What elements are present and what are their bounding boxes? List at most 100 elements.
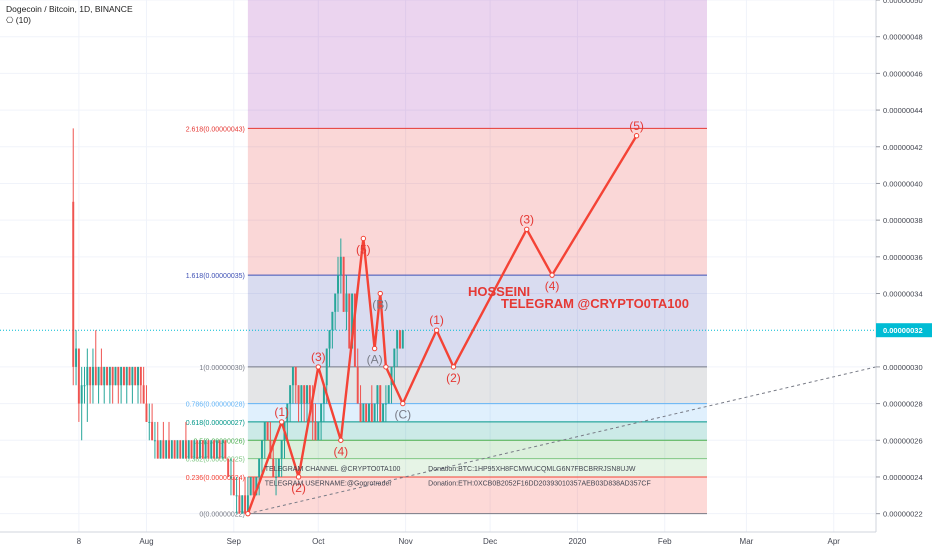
y-tick-label: 0.00000040 (883, 179, 923, 188)
candle-body (260, 440, 263, 459)
candle-body (86, 366, 89, 386)
candle-body (215, 440, 218, 459)
candle-body (83, 385, 86, 387)
candle-body (266, 421, 269, 441)
candle-body (334, 293, 337, 312)
candle-body (356, 366, 359, 404)
candle-body (108, 366, 111, 386)
wave-label: (1) (274, 405, 289, 419)
candle-body (277, 458, 280, 477)
candle-body (322, 385, 325, 404)
candle-body (241, 495, 244, 514)
candle-body (368, 403, 370, 422)
x-tick-label: 2020 (569, 537, 587, 546)
candle-body (244, 495, 247, 514)
candle-body (246, 495, 249, 514)
candle-body (337, 275, 339, 294)
candle-body (311, 403, 314, 422)
candle-body (384, 403, 387, 405)
y-tick-label: 0.00000022 (883, 510, 923, 519)
fib-zone (247, 0, 707, 129)
candle-body (120, 366, 123, 386)
candle-body (272, 458, 275, 477)
candle-body (204, 440, 207, 459)
y-tick-label: 0.00000024 (883, 473, 923, 482)
fib-level-label: 2.618(0.00000043) (186, 126, 245, 133)
candle-body (165, 440, 168, 459)
candle-body (159, 440, 162, 459)
candle-body (325, 348, 328, 386)
candle-body (221, 440, 224, 459)
candle-body (359, 403, 362, 422)
candle-body (297, 385, 300, 404)
symbol-title[interactable]: Dogecoin / Bitcoin, 1D, BINANCE (6, 4, 133, 14)
note-text: TELEGRAM CHANNEL @CRYPTO0TA100 (265, 466, 401, 473)
candle-body (376, 385, 379, 404)
candle-body (72, 201, 75, 367)
candle-body (227, 458, 230, 477)
fib-zone (247, 458, 707, 477)
wave-label: (4) (545, 279, 560, 293)
candle-body (275, 476, 278, 478)
candle-body (153, 440, 156, 442)
wave-label: (B) (372, 298, 388, 312)
candle-body (320, 403, 323, 422)
candle-body (306, 385, 309, 404)
x-tick-label: Nov (398, 537, 412, 546)
wave-label: (3) (311, 350, 326, 364)
indicator-label[interactable]: ⎔ (10) (6, 15, 31, 25)
candle-body (249, 476, 252, 496)
y-tick-label: 0.00000042 (883, 143, 923, 152)
wave-point (549, 272, 555, 278)
candle-body (255, 476, 258, 496)
fib-zone (247, 421, 707, 441)
x-tick-label: 8 (77, 537, 82, 546)
candle-body (345, 293, 348, 312)
candle-body (348, 293, 351, 349)
candle-body (97, 366, 100, 386)
candle-body (339, 256, 342, 276)
candle-body (373, 403, 376, 422)
note-text: TELEGRAM USERNAME:@Goprotrader (265, 480, 393, 487)
candle-body (122, 366, 125, 386)
wave-point (371, 345, 378, 352)
wave-label: (C) (394, 408, 411, 422)
y-tick-label: 0.00000036 (883, 253, 923, 262)
fib-level-label: 0.786(0.00000028) (186, 402, 245, 409)
time-axis-bg (0, 532, 932, 550)
wave-point (315, 364, 321, 370)
candle-body (213, 440, 216, 459)
note-text: Donation:ETH:0XCB0B2052F16DD20393010357A… (428, 480, 651, 487)
candle-body (351, 293, 354, 349)
candle-body (75, 348, 78, 367)
candle-body (131, 366, 134, 386)
wave-point (524, 226, 530, 233)
wave-point (450, 364, 457, 370)
candle-body (199, 440, 201, 459)
candle-body (142, 385, 145, 404)
candle-body (190, 440, 193, 459)
candle-body (173, 440, 176, 459)
candle-body (103, 366, 106, 386)
candle-body (308, 385, 311, 404)
candle-body (224, 440, 227, 459)
candle-body (235, 495, 238, 497)
candle-body (137, 366, 140, 386)
wave-label: (2) (446, 371, 461, 385)
y-tick-label: 0.00000038 (883, 216, 923, 225)
candle-body (387, 385, 390, 404)
x-tick-label: Dec (483, 537, 497, 546)
candle-body (401, 330, 404, 349)
candle-body (201, 440, 204, 459)
candle-body (187, 440, 190, 459)
candle-body (111, 366, 114, 386)
y-tick-label: 0.00000046 (883, 69, 923, 78)
fib-zone (247, 403, 707, 422)
candle-body (314, 421, 317, 441)
wave-point (377, 290, 383, 297)
wave-label: (5) (356, 242, 371, 256)
candle-body (77, 348, 80, 404)
wave-point (433, 327, 440, 333)
candle-body (390, 366, 393, 386)
